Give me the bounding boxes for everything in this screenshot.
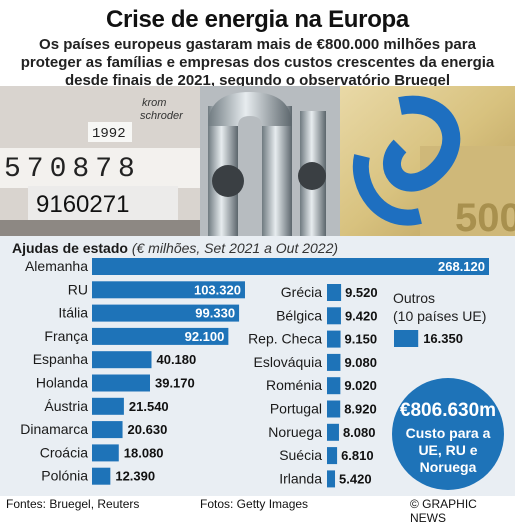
category-label-grecia: Grécia [281,284,322,300]
category-label-espanha: Espanha [33,351,88,367]
bar-grecia [327,284,342,301]
meter-number: 9160271 [36,191,129,218]
footer: Fontes: Bruegel, Reuters Fotos: Getty Im… [0,496,515,525]
meter-brand-2: schroder [140,110,184,122]
banknote-value: 500 [455,196,515,236]
category-label-eslovaquia: Eslováquia [254,354,323,370]
value-label-rep-checa: 9.150 [345,332,378,347]
value-label-grecia: 9.520 [345,285,378,300]
value-label-portugal: 8.920 [344,402,377,417]
chart-heading: Ajudas de estado (€ milhões, Set 2021 a … [12,240,338,256]
chart-subtitle: Os países europeus gastaram mais de €800… [20,36,495,89]
gas-meter: 570878 9160271 1992 krom schroder [0,86,200,236]
bar-italia [92,304,240,322]
chart-heading-units: (€ milhões, Set 2021 a Out 2022) [131,240,339,256]
value-label-croacia: 18.080 [124,445,164,460]
bar-polonia [92,467,111,485]
bar-franca [92,327,229,345]
category-label-rep-checa: Rep. Checa [248,331,322,347]
value-label-outros: 16.350 [423,331,463,346]
category-label-portugal: Portugal [270,401,322,417]
category-label-italia: Itália [58,305,88,321]
others-label: Outros (10 países UE) [393,289,486,325]
value-label-franca: 92.100 [185,329,225,344]
total-cost-description: Custo para a UE, RU e Noruega [392,425,504,476]
category-label-irlanda: Irlanda [279,470,322,486]
category-label-romenia: Roménia [266,377,322,393]
bar-espanha [92,351,152,369]
total-cost-value: €806.630m [399,400,497,421]
footer-photos: Fotos: Getty Images [200,497,309,511]
category-label-franca: França [44,328,88,344]
bar-chart: Alemanha 268.120 RU 103.320 Itália 99.330 Fran… [20,258,489,488]
total-desc-line3: Noruega [419,459,477,475]
chart-title: Crise de energia na Europa [106,6,409,33]
others-label-line2: (10 países UE) [393,308,487,324]
value-label-italia: 99.330 [195,306,235,321]
value-label-holanda: 39.170 [155,376,195,391]
bar-rep-checa [327,330,341,348]
value-label-alemanha: 268.120 [438,259,485,274]
category-label-croacia: Croácia [40,444,88,460]
bar-noruega [327,423,339,441]
category-label-belgica: Bélgica [276,307,322,323]
value-label-belgica: 9.420 [345,308,378,323]
category-label-polonia: Polónia [41,468,88,484]
value-label-espanha: 40.180 [156,352,196,367]
category-label-alemanha: Alemanha [25,258,88,274]
value-label-eslovaquia: 9.080 [344,355,377,370]
value-label-polonia: 12.390 [115,469,155,484]
value-label-noruega: 8.080 [343,425,376,440]
category-label-austria: Áustria [44,398,88,414]
chart-heading-title: Ajudas de estado [12,240,128,256]
category-label-suecia: Suécia [279,447,322,463]
bar-irlanda [327,470,336,488]
total-desc-line1: Custo para a [405,425,491,441]
bar-belgica [327,307,341,325]
value-label-dinamarca: 20.630 [128,422,168,437]
value-label-romenia: 9.020 [344,378,377,393]
value-label-suecia: 6.810 [341,448,374,463]
meter-brand-1: krom [142,97,166,109]
value-label-austria: 21.540 [129,399,169,414]
value-label-irlanda: 5.420 [339,471,372,486]
euro-banknotes: 500 [340,86,515,236]
category-label-ru: RU [68,281,88,297]
gas-pipes [200,86,340,236]
bar-ru [92,281,245,299]
bar-austria [92,397,124,415]
bar-suecia [327,447,338,465]
category-label-holanda: Holanda [36,375,88,391]
bar-croacia [92,444,119,462]
bar-romenia [327,377,341,395]
value-label-ru: 103.320 [194,282,241,297]
bar-holanda [92,374,150,392]
total-desc-line2: UE, RU e [418,442,478,458]
bar-portugal [327,400,341,418]
total-cost-badge: €806.630m Custo para a UE, RU e Noruega [392,378,504,490]
bar-eslovaquia [327,353,341,371]
header-photo: 570878 9160271 1992 krom schroder 500 [0,86,515,236]
footer-credit: © GRAPHIC NEWS [410,497,477,525]
bar-dinamarca [92,421,123,439]
footer-sources: Fontes: Bruegel, Reuters [6,497,140,511]
others-label-line1: Outros [393,290,436,306]
category-label-dinamarca: Dinamarca [20,421,88,437]
bar-alemanha [92,258,489,275]
bar-outros [394,330,419,347]
meter-year: 1992 [92,126,126,142]
category-label-noruega: Noruega [268,424,322,440]
meter-digits: 570878 [4,154,141,185]
